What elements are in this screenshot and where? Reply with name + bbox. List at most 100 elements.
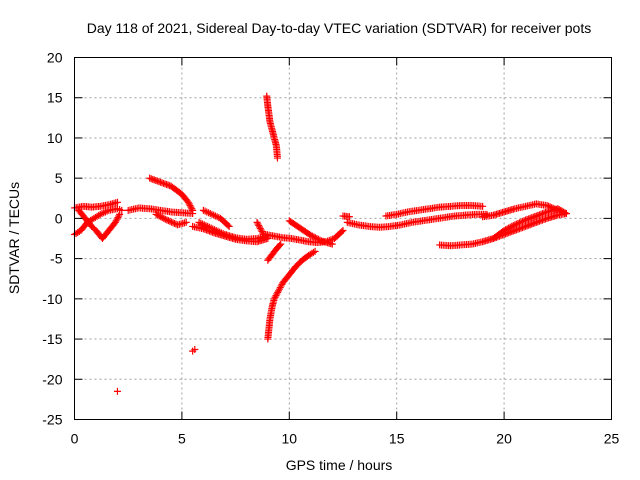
data-point	[503, 225, 511, 233]
x-tick-label: 20	[496, 431, 512, 447]
data-point	[562, 210, 570, 218]
series-arc-t	[382, 202, 487, 220]
data-points	[71, 92, 570, 395]
data-point	[271, 293, 279, 301]
data-point	[169, 219, 177, 227]
data-point	[313, 235, 321, 242]
axis-ticks: 0 5 10 15 20 25 20 15 10 5 0 -5 -10 -15 -20 -25	[42, 50, 619, 447]
data-point	[338, 228, 346, 236]
data-point	[479, 202, 487, 210]
series-arc-j	[189, 222, 272, 246]
data-point	[163, 216, 171, 224]
data-point	[311, 247, 319, 255]
data-point	[275, 287, 283, 295]
y-tick-label: 5	[55, 170, 63, 186]
data-point	[225, 222, 233, 230]
data-point	[328, 240, 336, 248]
data-point	[258, 227, 266, 235]
data-point	[502, 226, 510, 234]
data-point	[551, 205, 559, 213]
y-tick-label: 20	[47, 50, 63, 66]
data-point	[185, 200, 193, 208]
series-arc-n	[264, 247, 319, 343]
series-arc-f	[146, 174, 197, 214]
series-arc-k	[199, 206, 233, 230]
data-point	[515, 219, 523, 227]
data-point	[201, 207, 209, 215]
data-point	[275, 285, 283, 293]
data-point	[273, 290, 281, 298]
data-point	[205, 209, 213, 217]
series-arc-r	[339, 212, 353, 221]
data-point	[339, 226, 347, 234]
data-point	[187, 203, 195, 211]
data-point	[508, 222, 516, 230]
data-point	[276, 241, 284, 249]
data-point	[152, 210, 160, 218]
data-point	[549, 204, 557, 212]
series-arc-g	[152, 210, 190, 229]
data-point	[277, 240, 285, 248]
data-point	[116, 210, 124, 218]
data-point	[189, 206, 197, 214]
data-point	[113, 387, 121, 395]
data-point	[164, 217, 172, 225]
data-point	[514, 219, 522, 227]
data-point	[256, 224, 264, 232]
data-point	[509, 222, 517, 230]
data-point	[307, 231, 315, 239]
y-tick-label: -5	[50, 251, 63, 267]
series-arc-m	[263, 92, 281, 162]
data-point	[276, 284, 284, 292]
data-point	[112, 217, 120, 225]
data-point	[191, 346, 199, 354]
data-point	[511, 221, 519, 229]
data-point	[309, 248, 317, 256]
series-arc-s	[343, 210, 491, 231]
x-tick-label: 5	[178, 431, 186, 447]
data-point	[270, 295, 278, 303]
data-point	[167, 218, 175, 226]
y-tick-label: -10	[42, 291, 62, 307]
data-point	[224, 221, 232, 229]
data-point	[554, 206, 562, 214]
data-point	[512, 220, 520, 228]
data-point	[101, 208, 109, 216]
data-point	[161, 215, 169, 223]
series-arc-d	[113, 387, 121, 395]
data-point	[206, 210, 214, 218]
x-tick-label: 10	[282, 431, 298, 447]
data-point	[210, 211, 218, 219]
data-point	[118, 206, 126, 214]
y-axis-label: SDTVAR / TECUs	[6, 182, 22, 294]
data-point	[255, 221, 263, 229]
data-point	[171, 219, 179, 227]
y-tick-label: 0	[55, 210, 63, 226]
data-point	[166, 217, 174, 225]
data-point	[314, 235, 322, 243]
x-tick-label: 15	[389, 431, 405, 447]
data-point	[184, 198, 192, 206]
data-point	[98, 210, 106, 218]
data-point	[188, 205, 196, 213]
data-point	[157, 213, 165, 221]
y-tick-label: -15	[42, 331, 62, 347]
data-point	[253, 218, 261, 226]
data-point	[208, 210, 216, 218]
data-point	[114, 214, 122, 222]
data-point	[200, 221, 208, 229]
data-point	[277, 282, 285, 290]
series-arc-w	[479, 200, 562, 221]
data-point	[552, 206, 560, 214]
x-axis-label: GPS time / hours	[286, 457, 393, 473]
data-point	[311, 234, 319, 242]
data-point	[543, 202, 551, 210]
data-point	[310, 233, 318, 241]
chart-title: Day 118 of 2021, Sidereal Day-to-day VTE…	[87, 20, 591, 36]
y-tick-label: 10	[47, 130, 63, 146]
data-point	[211, 212, 219, 220]
data-point	[546, 203, 554, 211]
data-point	[520, 217, 528, 225]
data-point	[199, 206, 207, 214]
